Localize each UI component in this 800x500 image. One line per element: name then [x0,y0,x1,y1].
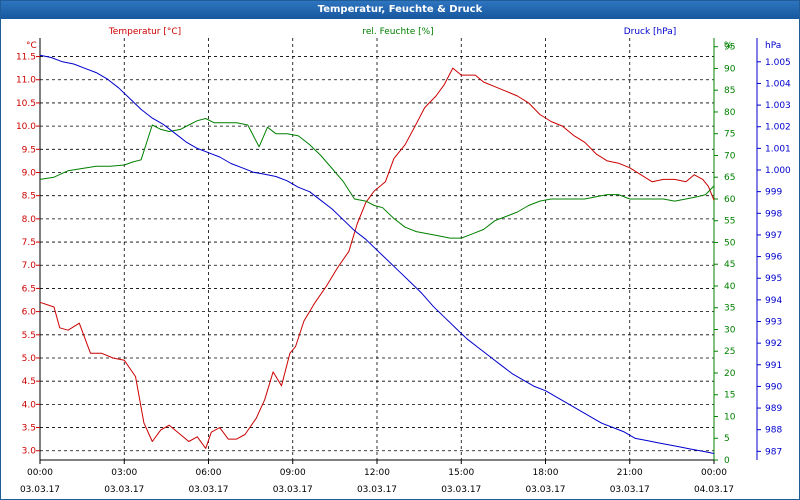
y-tick-label-humidity: 5 [724,434,730,444]
y-tick-label-humidity: 90 [724,64,736,74]
y-tick-label-humidity: 85 [724,86,735,96]
y-tick-label-temperature: 4.0 [22,400,37,410]
y-tick-label-temperature: 9.5 [22,145,36,155]
y-tick-label-temperature: 11.0 [16,76,36,86]
y-tick-label-pressure: 996 [765,253,782,263]
y-tick-label-temperature: 3.5 [22,424,36,434]
y-tick-label-temperature: 10.5 [16,99,36,109]
y-tick-label-temperature: 5.0 [22,354,37,364]
y-tick-label-temperature: 10.0 [16,122,36,132]
y-tick-label-temperature: 11.5 [16,53,36,63]
y-tick-label-humidity: 60 [724,195,736,205]
y-tick-label-temperature: 8.0 [22,215,37,225]
y-tick-label-humidity: 35 [724,304,735,314]
y-tick-label-temperature: 7.5 [22,238,36,248]
y-tick-label-pressure: 1.005 [765,58,791,68]
series-line-humidity [39,118,715,239]
y-tick-label-temperature: 5.5 [22,331,36,341]
y-tick-label-pressure: 1.002 [765,123,791,133]
x-tick-label-date: 03.03.17 [357,485,397,495]
y-unit-pressure: hPa [765,41,781,51]
x-tick-label-date: 03.03.17 [188,485,228,495]
y-tick-label-temperature: 9.0 [22,168,37,178]
y-tick-label-humidity: 30 [724,325,736,335]
x-tick-label-time: 21:00 [617,468,643,478]
x-tick-label-date: 03.03.17 [441,485,481,495]
series-line-pressure [39,54,715,454]
x-tick-label-time: 15:00 [448,468,474,478]
y-unit-humidity: % [724,41,733,51]
axis-label-humidity: rel. Feuchte [%] [362,27,433,37]
x-tick-label-time: 12:00 [364,468,390,478]
axis-label-temperature: Temperatur [°C] [108,27,181,37]
y-tick-label-pressure: 987 [765,447,782,457]
x-tick-label-date: 03.03.17 [610,485,650,495]
x-tick-label-time: 00:00 [701,468,727,478]
y-tick-label-humidity: 70 [724,151,736,161]
axis-label-pressure: Druck [hPa] [624,27,677,37]
x-tick-label-date: 03.03.17 [20,485,60,495]
y-tick-label-humidity: 40 [724,282,736,292]
x-tick-label-time: 06:00 [196,468,222,478]
y-tick-label-humidity: 25 [724,347,735,357]
y-tick-label-pressure: 1.001 [765,144,791,154]
x-tick-label-time: 18:00 [533,468,559,478]
x-tick-label-date: 04.03.17 [694,485,734,495]
y-unit-temperature: °C [26,41,37,51]
window-title: Temperatur, Feuchte & Druck [1,1,799,19]
x-tick-label-time: 03:00 [111,468,137,478]
y-tick-label-humidity: 55 [724,217,735,227]
y-tick-label-temperature: 4.5 [22,377,36,387]
y-tick-label-pressure: 999 [765,188,782,198]
y-tick-label-pressure: 992 [765,339,782,349]
x-tick-label-date: 03.03.17 [525,485,565,495]
y-tick-label-temperature: 6.0 [22,308,37,318]
x-tick-label-date: 03.03.17 [273,485,313,495]
y-tick-label-humidity: 20 [724,369,736,379]
series-line-temperature [39,67,715,449]
x-tick-label-time: 00:00 [27,468,53,478]
y-tick-label-humidity: 65 [724,173,735,183]
y-tick-label-humidity: 75 [724,130,735,140]
y-tick-label-humidity: 50 [724,238,736,248]
y-tick-label-humidity: 15 [724,391,735,401]
y-tick-label-pressure: 997 [765,231,782,241]
y-tick-label-humidity: 45 [724,260,735,270]
y-tick-label-pressure: 991 [765,361,782,371]
y-tick-label-pressure: 1.000 [765,166,791,176]
y-tick-label-humidity: 0 [724,456,730,466]
y-tick-label-pressure: 998 [765,209,782,219]
x-tick-label-date: 03.03.17 [104,485,144,495]
y-tick-label-temperature: 3.0 [22,447,37,457]
y-tick-label-pressure: 990 [765,382,782,392]
y-tick-label-pressure: 988 [765,426,782,436]
y-tick-label-humidity: 10 [724,412,736,422]
y-tick-label-temperature: 6.5 [22,284,36,294]
y-tick-label-pressure: 1.004 [765,79,791,89]
y-tick-label-pressure: 1.003 [765,101,791,111]
y-tick-label-pressure: 989 [765,404,782,414]
y-tick-label-pressure: 994 [765,296,782,306]
y-tick-label-temperature: 8.5 [22,192,36,202]
y-tick-label-temperature: 7.0 [22,261,37,271]
x-tick-label-time: 09:00 [280,468,306,478]
y-tick-label-pressure: 993 [765,317,782,327]
y-tick-label-pressure: 995 [765,274,782,284]
y-tick-label-humidity: 80 [724,108,736,118]
y-tick-label-humidity: 95 [724,43,735,53]
